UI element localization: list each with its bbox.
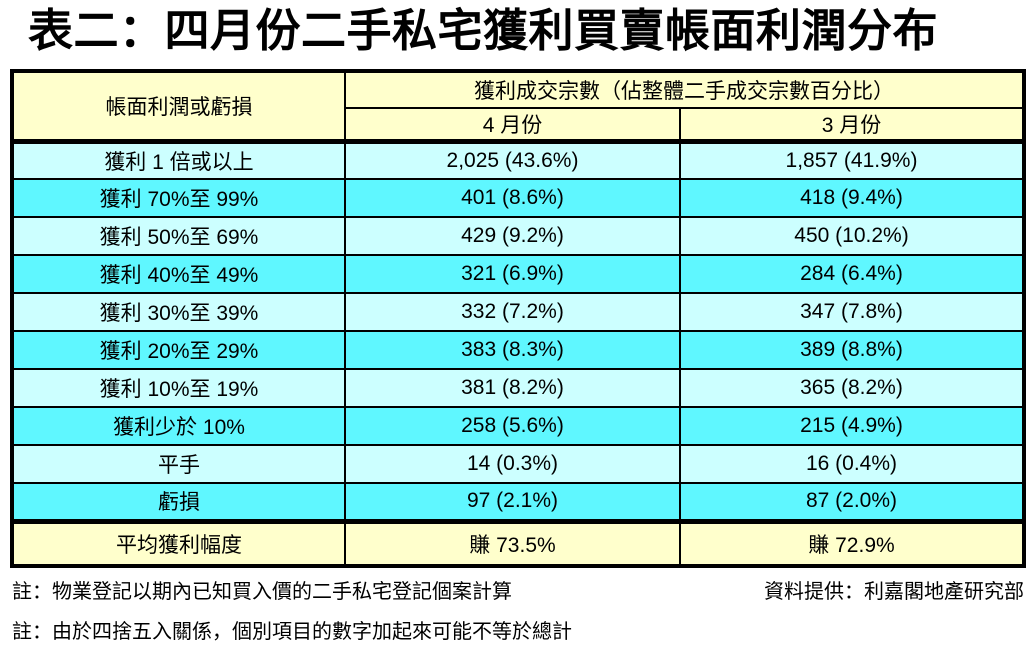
march-value: 389 (8.8%)	[679, 330, 1025, 370]
note-registration-basis: 註：物業登記以期內已知買入價的二手私宅登記個案計算	[12, 581, 512, 603]
row-label: 虧損	[11, 482, 346, 522]
row-label: 獲利 20%至 29%	[11, 330, 346, 370]
summary-row: 平均獲利幅度 賺 73.5% 賺 72.9%	[11, 518, 1025, 567]
summary-april-value: 賺 73.5%	[344, 518, 681, 567]
header-category: 帳面利潤或虧損	[11, 69, 346, 142]
footnote-line-2: 註：由於四捨五入關係，個別項目的數字加起來可能不等於總計	[12, 615, 1024, 644]
table-row: 獲利 40%至 49% 321 (6.9%) 284 (6.4%)	[11, 254, 1025, 294]
row-label: 獲利 50%至 69%	[11, 216, 346, 256]
april-value: 14 (0.3%)	[344, 444, 681, 484]
march-value: 365 (8.2%)	[679, 368, 1025, 408]
table-row: 獲利 70%至 99% 401 (8.6%) 418 (9.4%)	[11, 178, 1025, 218]
april-value: 2,025 (43.6%)	[344, 138, 681, 180]
march-value: 87 (2.0%)	[679, 482, 1025, 522]
note-rounding: 註：由於四捨五入關係，個別項目的數字加起來可能不等於總計	[12, 621, 572, 643]
page-title: 表二：四月份二手私宅獲利買賣帳面利潤分布	[28, 5, 939, 56]
april-value: 97 (2.1%)	[344, 482, 681, 522]
row-label: 獲利 30%至 39%	[11, 292, 346, 332]
header-group-label: 獲利成交宗數（佔整體二手成交宗數百分比）	[344, 69, 1025, 109]
april-value: 258 (5.6%)	[344, 406, 681, 446]
row-label: 獲利 70%至 99%	[11, 178, 346, 218]
header-april: 4 月份	[344, 106, 681, 142]
summary-label: 平均獲利幅度	[11, 518, 346, 567]
table-row: 獲利 50%至 69% 429 (9.2%) 450 (10.2%)	[11, 216, 1025, 256]
april-value: 321 (6.9%)	[344, 254, 681, 294]
profit-distribution-table: 帳面利潤或虧損 獲利成交宗數（佔整體二手成交宗數百分比） 4 月份 3 月份 獲…	[10, 68, 1026, 568]
table-row: 獲利 20%至 29% 383 (8.3%) 389 (8.8%)	[11, 330, 1025, 370]
table-row: 獲利 10%至 19% 381 (8.2%) 365 (8.2%)	[11, 368, 1025, 408]
row-label: 平手	[11, 444, 346, 484]
summary-march-value: 賺 72.9%	[679, 518, 1025, 567]
table-row: 虧損 97 (2.1%) 87 (2.0%)	[11, 482, 1025, 522]
march-value: 284 (6.4%)	[679, 254, 1025, 294]
april-value: 383 (8.3%)	[344, 330, 681, 370]
april-value: 429 (9.2%)	[344, 216, 681, 256]
row-label: 獲利少於 10%	[11, 406, 346, 446]
april-value: 381 (8.2%)	[344, 368, 681, 408]
row-label: 獲利 10%至 19%	[11, 368, 346, 408]
header-march: 3 月份	[679, 106, 1025, 142]
source-credit: 資料提供：利嘉閣地產研究部	[764, 581, 1024, 603]
header-group-row: 帳面利潤或虧損 獲利成交宗數（佔整體二手成交宗數百分比）	[11, 69, 1025, 142]
table-row: 獲利少於 10% 258 (5.6%) 215 (4.9%)	[11, 406, 1025, 446]
table-row: 獲利 30%至 39% 332 (7.2%) 347 (7.8%)	[11, 292, 1025, 332]
march-value: 450 (10.2%)	[679, 216, 1025, 256]
march-value: 347 (7.8%)	[679, 292, 1025, 332]
footnote-line-1: 註：物業登記以期內已知買入價的二手私宅登記個案計算 資料提供：利嘉閣地產研究部	[12, 575, 1024, 604]
table-row: 獲利 1 倍或以上 2,025 (43.6%) 1,857 (41.9%)	[11, 138, 1025, 180]
row-label: 獲利 1 倍或以上	[11, 138, 346, 180]
row-label: 獲利 40%至 49%	[11, 254, 346, 294]
header-sub-row: 4 月份 3 月份	[12, 106, 1025, 142]
march-value: 16 (0.4%)	[679, 444, 1025, 484]
table-row: 平手 14 (0.3%) 16 (0.4%)	[11, 444, 1025, 484]
march-value: 215 (4.9%)	[679, 406, 1025, 446]
march-value: 418 (9.4%)	[679, 178, 1025, 218]
footnotes: 註：物業登記以期內已知買入價的二手私宅登記個案計算 資料提供：利嘉閣地產研究部 …	[12, 575, 1024, 644]
april-value: 401 (8.6%)	[344, 178, 681, 218]
march-value: 1,857 (41.9%)	[679, 138, 1025, 180]
april-value: 332 (7.2%)	[344, 292, 681, 332]
